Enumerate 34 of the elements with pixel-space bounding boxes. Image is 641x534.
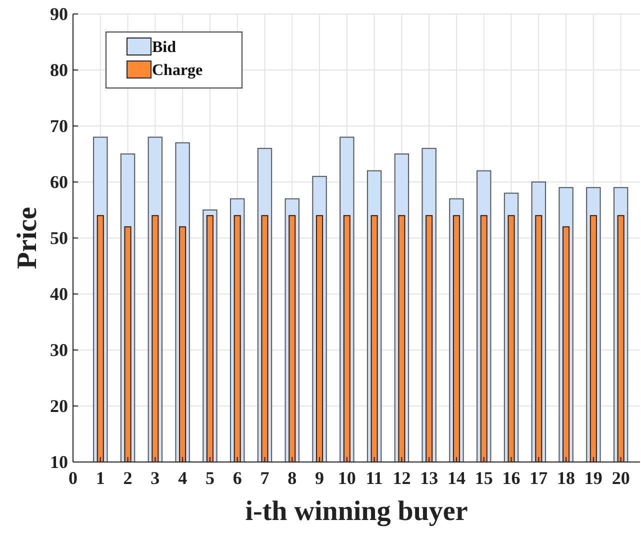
y-tick-label: 20: [50, 396, 68, 416]
y-tick-label: 40: [50, 284, 68, 304]
y-tick-label: 30: [50, 340, 68, 360]
y-tick-label: 10: [50, 452, 68, 472]
x-tick-label: 17: [530, 468, 548, 488]
x-tick-label: 8: [288, 468, 297, 488]
x-tick-label: 1: [96, 468, 105, 488]
x-tick-label: 7: [260, 468, 270, 488]
x-tick-label: 2: [123, 468, 132, 488]
x-tick-label: 0: [68, 468, 78, 488]
y-tick-label: 50: [50, 228, 68, 248]
legend-label: Bid: [152, 39, 176, 56]
x-tick-label: 18: [557, 468, 576, 488]
x-tick-label: 12: [392, 468, 411, 488]
y-tick-label: 60: [50, 172, 68, 192]
x-tick-label: 16: [502, 468, 520, 488]
x-tick-label: 9: [315, 468, 324, 488]
x-tick-label: 6: [232, 468, 242, 488]
x-axis-title: i-th winning buyer: [245, 496, 468, 527]
x-tick-label: 15: [474, 468, 493, 488]
x-tick-label: 19: [584, 468, 602, 488]
x-tick-label: 4: [178, 468, 188, 488]
y-tick-label: 80: [50, 60, 68, 80]
x-tick-label: 20: [612, 468, 630, 488]
y-axis-title: Price: [12, 206, 43, 270]
legend-label: Charge: [152, 62, 203, 79]
x-tick-label: 14: [447, 468, 466, 488]
x-tick-label: 13: [420, 468, 438, 488]
x-tick-label: 5: [205, 468, 214, 488]
y-tick-label: 90: [50, 4, 68, 24]
x-tick-label: 3: [150, 468, 160, 488]
x-tick-label: 10: [338, 468, 356, 488]
y-tick-label: 70: [50, 116, 68, 136]
x-tick-label: 11: [366, 468, 383, 488]
